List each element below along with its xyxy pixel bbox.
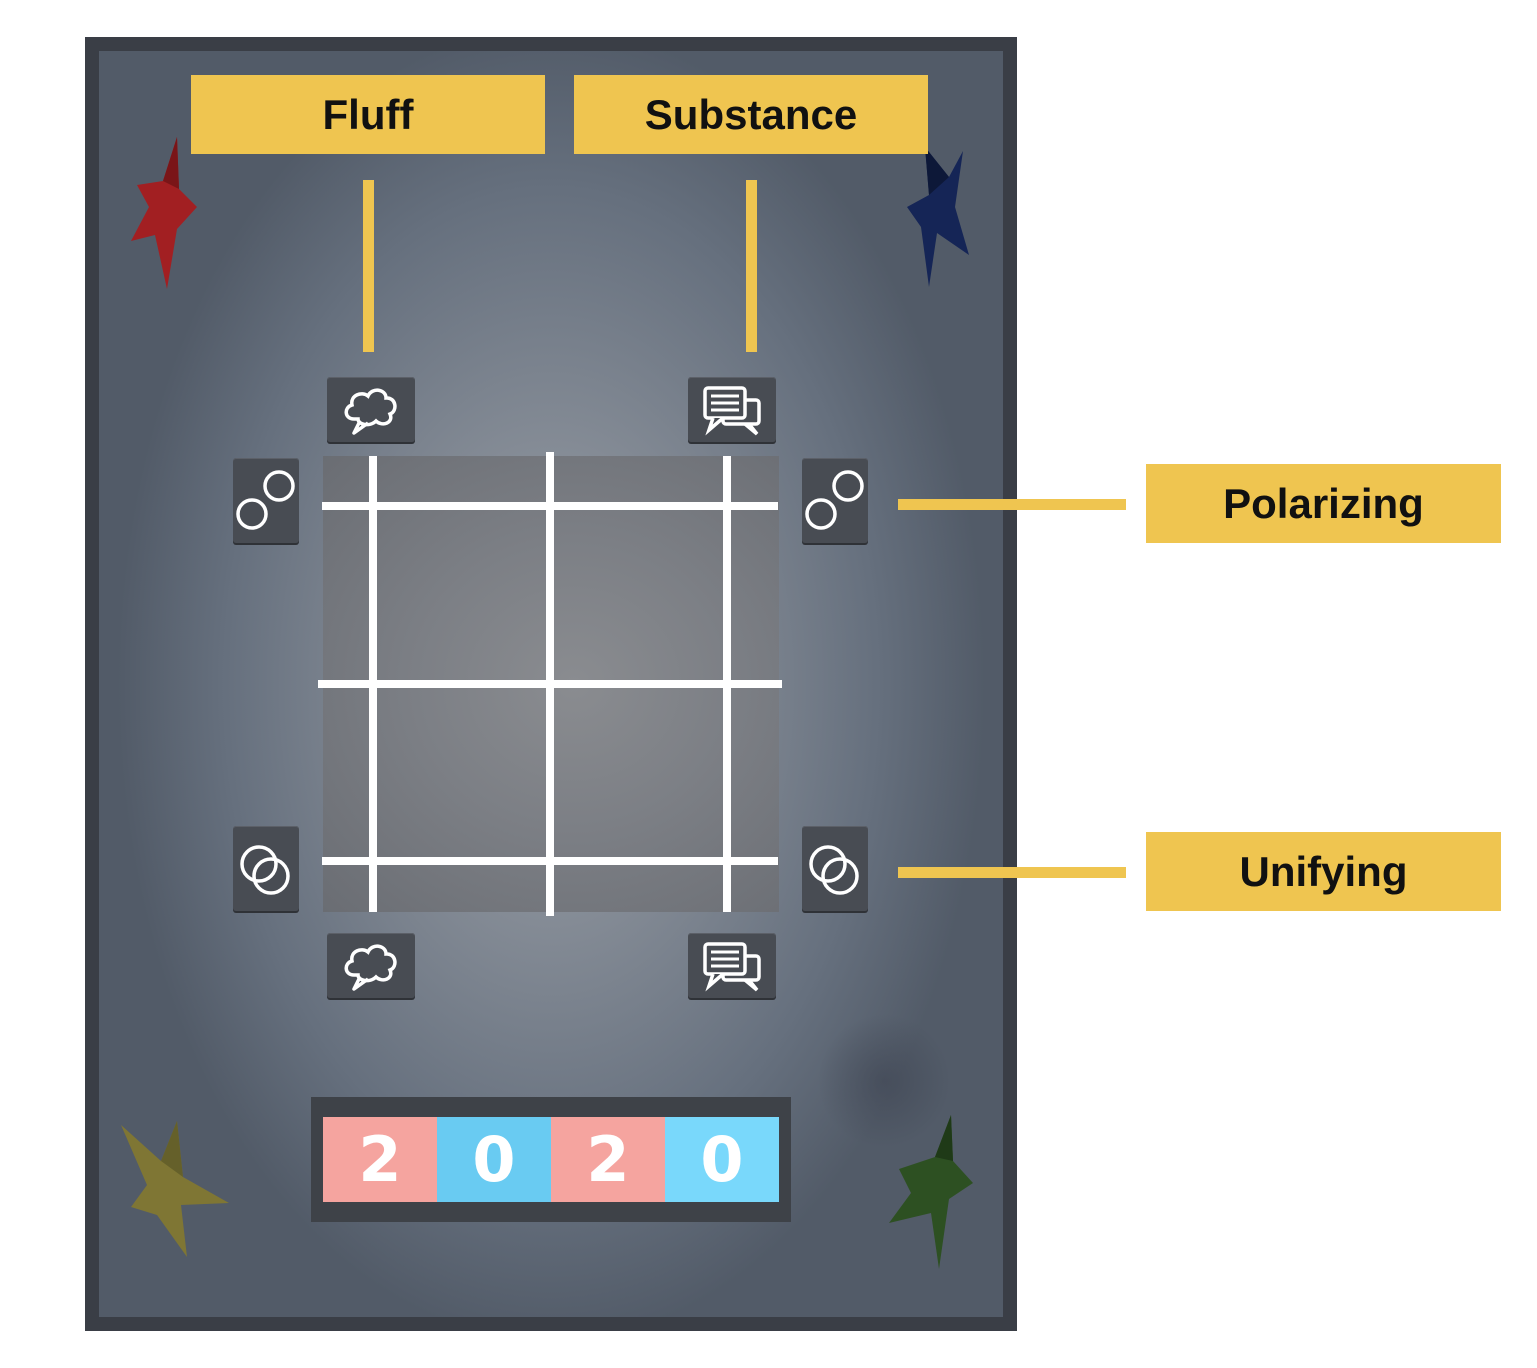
fluff-label: Fluff [191,75,545,154]
year-digit-4: 0 [665,1117,779,1202]
unifying-label: Unifying [1146,832,1501,911]
polarizing-tile-right[interactable] [802,458,868,543]
chat-bubbles-icon [703,385,761,435]
green-star-icon [889,1115,973,1269]
thought-bubble-icon [344,388,397,435]
year-digit-3: 2 [551,1117,665,1202]
unifying-tile-left[interactable] [233,826,299,911]
grid-line-v-middle [546,452,554,916]
separated-circles-icon [805,470,864,530]
thought-bubble-icon [344,944,397,991]
blue-star-icon [907,147,969,287]
unifying-connector [898,867,1126,878]
grid-line-v-right [723,456,731,912]
fluff-tile-top[interactable] [327,377,415,442]
overlapping-circles-icon [240,845,290,895]
year-digit-2: 0 [437,1117,551,1202]
substance-label: Substance [574,75,928,154]
fluff-tile-bottom[interactable] [327,933,415,998]
separated-circles-icon [236,470,295,530]
polarizing-connector [898,499,1126,510]
unifying-tile-right[interactable] [802,826,868,911]
substance-tile-top[interactable] [688,377,776,442]
yellow-star-icon [121,1121,229,1257]
grid-line-v-left [369,456,377,912]
red-star-icon [131,137,197,289]
polarizing-tile-left[interactable] [233,458,299,543]
polarizing-label: Polarizing [1146,464,1501,543]
overlapping-circles-icon [809,845,859,895]
substance-tile-bottom[interactable] [688,933,776,998]
substance-connector [746,180,757,352]
year-digit-1: 2 [323,1117,437,1202]
chat-bubbles-icon [703,941,761,991]
year-counter: 2 0 2 0 [311,1097,791,1222]
fluff-connector [363,180,374,352]
